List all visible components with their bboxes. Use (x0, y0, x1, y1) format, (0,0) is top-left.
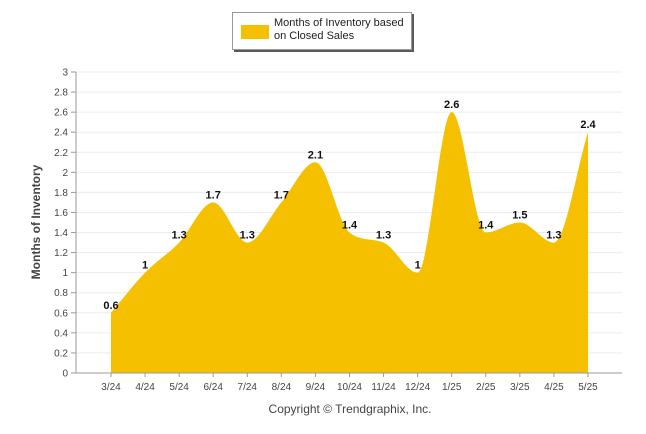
y-tick-label: 0.4 (54, 328, 68, 339)
area-fill (111, 112, 588, 373)
x-tick-label: 2/25 (476, 382, 496, 393)
data-label: 1.3 (546, 230, 561, 242)
x-tick-label: 7/24 (238, 382, 258, 393)
x-tick-label: 10/24 (337, 382, 362, 393)
y-tick-label: 1.6 (54, 208, 68, 219)
data-label: 0.6 (103, 300, 118, 312)
y-tick-label: 0.8 (54, 288, 68, 299)
y-tick-label: 0.2 (54, 348, 68, 359)
y-tick-label: 2.4 (54, 128, 68, 139)
x-tick-label: 4/24 (135, 382, 155, 393)
data-label: 1.3 (240, 230, 255, 242)
x-tick-label: 6/24 (203, 382, 223, 393)
data-label: 1.3 (171, 230, 186, 242)
y-tick-label: 1.2 (54, 248, 68, 259)
data-label: 1 (415, 260, 421, 272)
legend-swatch (241, 25, 269, 39)
copyright-footer: Copyright © Trendgraphix, Inc. (268, 402, 432, 416)
y-tick-labels: 0 0.2 0.4 0.6 0.8 1 1.2 1.4 1.6 1.8 2 2.2 2.4 2.6 2.8 3 (54, 68, 68, 380)
y-tick-label: 2.6 (54, 108, 68, 119)
x-tick-label: 5/25 (578, 382, 598, 393)
x-tick-label: 1/25 (442, 382, 462, 393)
x-tick-label: 4/25 (544, 382, 564, 393)
data-label: 2.6 (444, 99, 459, 111)
x-tick-label: 11/24 (371, 382, 396, 393)
x-tick-label: 12/24 (405, 382, 430, 393)
data-label: 1.7 (206, 189, 221, 201)
y-tick-label: 0.6 (54, 308, 68, 319)
y-tick-label: 2.8 (54, 88, 68, 99)
data-label: 2.4 (580, 119, 596, 131)
legend-label: Months of Inventory based on Closed Sale… (274, 17, 404, 42)
x-tick-label: 3/24 (101, 382, 121, 393)
y-tick-label: 3 (62, 68, 68, 79)
data-label: 1.4 (342, 220, 358, 232)
y-tick-label: 1.4 (54, 228, 68, 239)
area-series (111, 112, 588, 373)
x-tick-label: 5/24 (169, 382, 189, 393)
data-label: 2.1 (308, 149, 323, 161)
x-tick-label: 9/24 (306, 382, 326, 393)
chart-legend: Months of Inventory based on Closed Sale… (232, 12, 412, 50)
y-tick-label: 2 (62, 168, 68, 179)
data-label: 1.7 (274, 189, 289, 201)
data-labels: 0.6 1 1.3 1.7 1.3 1.7 2.1 1.4 1.3 1 2.6 1.4 1.5 1.3 2.… (103, 99, 596, 312)
y-tick-label: 1 (62, 268, 68, 279)
y-tick-label: 2.2 (54, 148, 68, 159)
data-label: 1.5 (512, 210, 527, 222)
x-tick-labels: 3/24 4/24 5/24 6/24 7/24 8/24 9/24 10/24 11/24 12… (101, 373, 598, 393)
x-tick-label: 3/25 (510, 382, 530, 393)
y-tick-label: 0 (62, 369, 68, 380)
data-label: 1.4 (478, 220, 494, 232)
data-label: 1 (142, 260, 148, 272)
y-tick-label: 1.8 (54, 188, 68, 199)
x-tick-label: 8/24 (272, 382, 292, 393)
data-label: 1.3 (376, 230, 391, 242)
